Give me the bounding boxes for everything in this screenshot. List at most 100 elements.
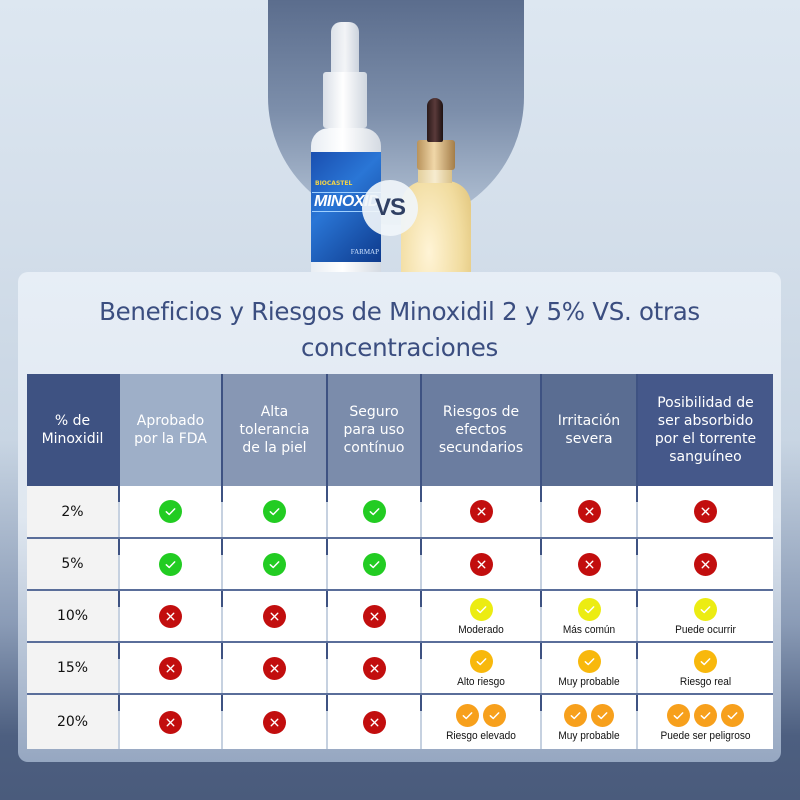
cell-note: Muy probable — [558, 676, 620, 688]
header-text-line: para uso — [343, 422, 405, 438]
concentration-cell: 20% — [27, 694, 120, 749]
column-divider-mark — [420, 695, 422, 711]
check-icon — [564, 704, 587, 727]
header-safe-continuous-use: Seguro para uso contínuo — [327, 374, 422, 486]
cross-icon — [263, 656, 286, 680]
header-text-line: Irritación — [557, 413, 621, 429]
table-cell: Moderado — [420, 590, 542, 643]
table-cell: Riesgo elevado — [420, 694, 542, 749]
card-title-line1: Beneficios y Riesgos de Minoxidil 2 y 5%… — [99, 297, 700, 326]
cross-icon — [159, 604, 182, 628]
table-cell: Puede ocurrir — [636, 590, 773, 643]
table-cell: Riesgo real — [636, 642, 773, 695]
header-severe-irritation: Irritación severa — [541, 374, 638, 486]
status-icons — [223, 604, 326, 628]
concentration-cell: 2% — [27, 486, 120, 539]
spray-nozzle — [331, 22, 359, 74]
status-icons — [422, 552, 540, 576]
cell-note: Puede ocurrir — [675, 624, 736, 636]
column-divider-mark — [540, 591, 542, 607]
status-icons — [638, 500, 773, 523]
status-icons — [223, 500, 326, 523]
column-divider-mark — [221, 695, 223, 711]
column-divider-mark — [221, 486, 223, 502]
table-cell — [118, 486, 223, 539]
cell-note: Alto riesgo — [457, 676, 505, 688]
table-header-row: % de Minoxidil Aprobado por la FDA Alta toler… — [27, 374, 773, 486]
status-icons — [542, 500, 636, 523]
header-text-line: secundarios — [438, 440, 524, 456]
comparison-table: % de Minoxidil Aprobado por la FDA Alta toler… — [27, 374, 773, 749]
check-icon — [591, 704, 614, 727]
header-text-line: tolerancia — [239, 422, 310, 438]
status-icons — [120, 604, 221, 628]
table-cell — [326, 694, 422, 749]
check-icon — [694, 650, 717, 673]
column-divider-mark — [636, 539, 638, 555]
header-text-line: ser absorbido — [657, 413, 754, 429]
column-divider-mark — [636, 695, 638, 711]
status-icons — [223, 656, 326, 680]
cell-note: Moderado — [458, 624, 504, 636]
table-cell: Más común — [540, 590, 638, 643]
concentration-cell: 15% — [27, 642, 120, 695]
check-icon — [456, 704, 479, 727]
check-icon — [469, 650, 493, 673]
table-cell — [636, 486, 773, 539]
column-divider-mark — [118, 695, 120, 711]
column-divider-mark — [326, 591, 328, 607]
status-icons — [422, 650, 540, 673]
table-cell — [540, 538, 638, 591]
column-divider-mark — [420, 643, 422, 659]
header-text-line: contínuo — [343, 440, 405, 456]
check-icon — [667, 704, 690, 727]
table-cell — [420, 538, 542, 591]
status-icons — [120, 552, 221, 576]
spray-cap — [323, 72, 367, 128]
status-icons — [120, 656, 221, 680]
cell-note: Riesgo elevado — [446, 730, 516, 742]
table-row: 5% — [27, 538, 773, 591]
check-icon — [577, 650, 601, 673]
cross-icon — [362, 656, 386, 680]
cross-icon — [159, 656, 182, 680]
cross-icon — [362, 604, 386, 628]
cross-icon — [263, 604, 286, 628]
check-icon — [263, 552, 286, 576]
cell-note: Puede ser peligroso — [660, 730, 751, 742]
column-divider-mark — [540, 539, 542, 555]
card-title-line2: concentraciones — [301, 333, 498, 362]
table-cell — [221, 486, 328, 539]
column-divider-mark — [221, 591, 223, 607]
status-icons — [422, 500, 540, 523]
status-icons — [542, 598, 636, 621]
table-cell — [326, 538, 422, 591]
column-divider-mark — [636, 486, 638, 502]
table-cell — [118, 590, 223, 643]
cross-icon — [577, 552, 601, 576]
table-cell — [118, 538, 223, 591]
status-icons — [328, 500, 420, 523]
status-icons — [328, 552, 420, 576]
header-bloodstream-absorption: Posibilidad de ser absorbido por el torren… — [637, 374, 773, 486]
status-icons — [542, 552, 636, 576]
cross-icon — [694, 552, 717, 576]
header-text-line: sanguíneo — [669, 449, 742, 465]
header-skin-tolerance: Alta tolerancia de la piel — [222, 374, 328, 486]
check-icon — [694, 704, 717, 727]
header-side-effect-risks: Riesgos de efectos secundarios — [421, 374, 542, 486]
concentration-cell: 10% — [27, 590, 120, 643]
check-icon — [362, 552, 386, 576]
status-icons — [638, 650, 773, 673]
table-row: 2% — [27, 486, 773, 539]
check-icon — [483, 704, 506, 727]
dropper-bottle — [398, 95, 483, 359]
column-divider-mark — [118, 539, 120, 555]
table-cell — [326, 642, 422, 695]
column-divider-mark — [326, 643, 328, 659]
header-text-line: por la FDA — [134, 431, 207, 447]
status-icons — [422, 704, 540, 727]
vs-badge: VS — [362, 180, 418, 236]
spray-maker-text: FARMAP — [350, 248, 379, 256]
status-icons — [638, 598, 773, 621]
